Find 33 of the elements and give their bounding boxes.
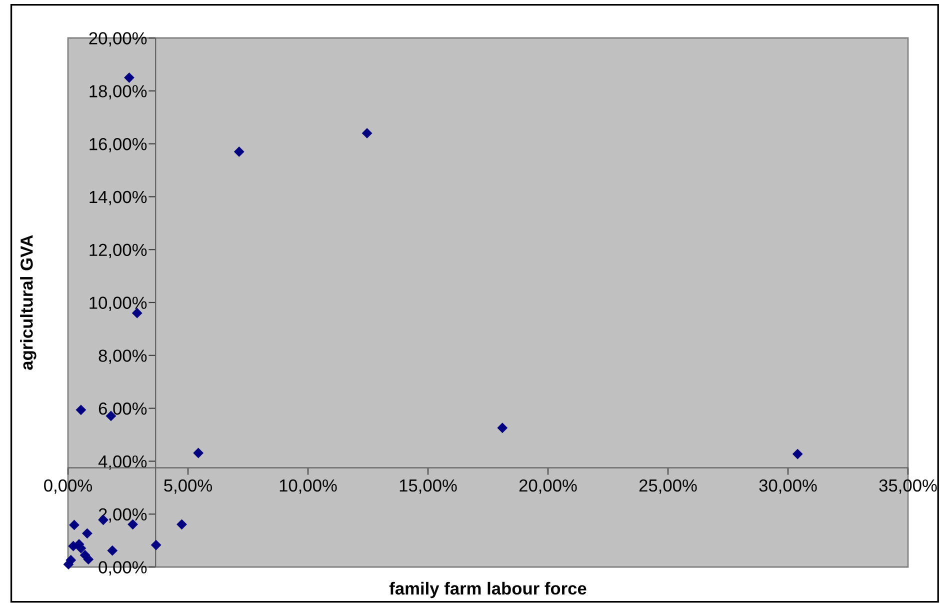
x-tick-label: 20,00% bbox=[519, 479, 577, 494]
x-tick-label: 0,00% bbox=[44, 479, 92, 494]
point bbox=[792, 448, 803, 460]
y-tick-label: 8,00% bbox=[98, 350, 147, 364]
y-tick-label: 6,00% bbox=[98, 402, 147, 417]
y-tick-label: 18,00% bbox=[90, 85, 147, 100]
y-tick-label: 12,00% bbox=[90, 244, 147, 258]
point bbox=[150, 540, 162, 550]
y-tick-label: 10,00% bbox=[90, 296, 147, 312]
point bbox=[69, 520, 80, 530]
point bbox=[124, 72, 134, 83]
x-tick-label: 15,00% bbox=[400, 479, 457, 494]
y-tick-label: 16,00% bbox=[90, 138, 147, 152]
y-axis-title: agricultural GVA bbox=[20, 235, 36, 370]
point bbox=[76, 404, 86, 416]
point bbox=[82, 528, 92, 539]
x-tick-label: 10,00% bbox=[280, 479, 337, 494]
point bbox=[107, 545, 118, 556]
y-tick-label: 0,00% bbox=[98, 561, 147, 576]
point bbox=[497, 422, 508, 434]
x-axis-title: family farm labour force bbox=[389, 582, 586, 598]
point bbox=[193, 448, 204, 458]
x-tick-label: 30,00% bbox=[759, 479, 817, 494]
y-tick-label: 4,00% bbox=[98, 455, 147, 470]
y-tick-label: 14,00% bbox=[90, 190, 147, 206]
point bbox=[176, 519, 187, 530]
point bbox=[234, 146, 244, 157]
y-tick-label: 20,00% bbox=[89, 32, 147, 47]
x-tick-label: 25,00% bbox=[639, 479, 697, 494]
point bbox=[83, 554, 94, 565]
x-tick-label: 5,00% bbox=[164, 479, 212, 494]
x-tick-label: 35,00% bbox=[879, 479, 937, 494]
point bbox=[362, 128, 372, 138]
